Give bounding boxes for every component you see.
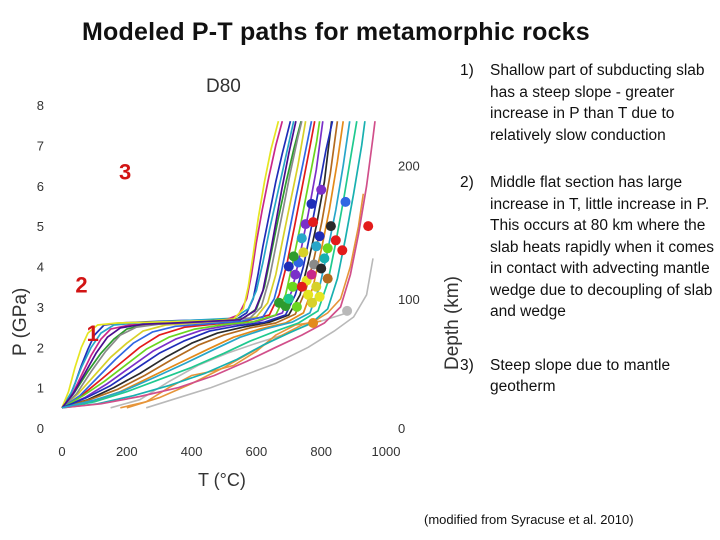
stage-label-2: 2: [75, 273, 87, 298]
y-tick-label: 3: [37, 300, 44, 315]
y2-axis-label: Depth (km): [442, 276, 463, 370]
y-tick-label: 5: [37, 219, 44, 234]
source-credit: (modified from Syracuse et al. 2010): [424, 512, 634, 527]
data-point-11: [311, 281, 322, 292]
y2-tick-label: 0: [398, 421, 405, 436]
data-point-32: [308, 318, 319, 328]
data-point-4: [290, 269, 301, 280]
note-number: 3): [460, 356, 474, 374]
y-tick-label: 6: [37, 179, 44, 194]
data-point-13: [306, 269, 317, 280]
series-line-16: [61, 121, 297, 409]
data-point-9: [303, 289, 314, 300]
note-item-3: 3) Steep slope due to mantle geotherm: [460, 355, 716, 398]
series-points: [274, 184, 374, 328]
y-axis-label: P (GPa): [10, 288, 31, 356]
data-point-29: [316, 184, 327, 195]
series-line-7: [61, 121, 333, 409]
data-point-21: [300, 219, 311, 230]
data-point-28: [306, 198, 317, 209]
y2-tick-label: 200: [398, 159, 420, 174]
data-point-31: [274, 297, 285, 308]
series-line-17: [61, 121, 366, 409]
note-item-2: 2) Middle flat section has large increas…: [460, 172, 716, 323]
series-line-9: [61, 121, 358, 409]
chart-background: [0, 60, 470, 500]
slide-title: Modeled P-T paths for metamorphic rocks: [82, 18, 590, 46]
gray-series-line-2: [145, 258, 374, 409]
x-tick-label: 0: [58, 444, 65, 459]
y-tick-label: 0: [37, 421, 44, 436]
data-point-25: [337, 245, 348, 256]
data-point-22: [308, 217, 319, 228]
y-tick-label: 4: [37, 260, 44, 275]
series-line-2: [61, 121, 295, 409]
note-item-1: 1) Shallow part of subducting slab has a…: [460, 60, 716, 146]
note-text: Middle flat section has large increase i…: [490, 174, 715, 320]
data-point-19: [314, 231, 325, 242]
x-axis-label: T (°C): [198, 470, 246, 490]
note-number: 2): [460, 174, 474, 191]
note-text: Steep slope due to mantle geotherm: [490, 356, 671, 396]
x-tick-label: 400: [181, 444, 203, 459]
series-lines: [61, 120, 376, 409]
notes-list: 1) Shallow part of subducting slab has a…: [460, 60, 716, 398]
chart-annotations: 12 3: [75, 160, 131, 347]
data-point-6: [288, 251, 299, 262]
x-tick-label: 600: [246, 444, 268, 459]
y-tick-label: 1: [37, 381, 44, 396]
y-tick-label: 8: [37, 98, 44, 113]
series-line-12: [61, 121, 313, 409]
data-point-33: [342, 305, 353, 316]
data-point-20: [296, 233, 307, 244]
y2-tick-label: 100: [398, 292, 420, 307]
data-point-15: [316, 263, 327, 274]
data-point-35: [296, 281, 307, 292]
data-point-24: [330, 235, 341, 246]
series-line-18: [61, 121, 376, 409]
data-point-23: [325, 221, 336, 232]
data-point-2: [283, 293, 294, 304]
note-text: Shallow part of subducting slab has a st…: [490, 62, 705, 144]
data-point-27: [363, 221, 374, 232]
data-point-30: [283, 261, 294, 272]
chart-title: D80: [206, 76, 241, 97]
data-point-17: [322, 243, 333, 254]
y-tick-label: 7: [37, 138, 44, 153]
x-tick-label: 200: [116, 444, 138, 459]
stage-label-1: 1: [87, 321, 99, 346]
stage-label-3: 3: [119, 160, 131, 185]
series-line-19: [61, 121, 334, 409]
note-number: 1): [460, 62, 474, 79]
data-point-16: [319, 253, 330, 264]
pt-chart: 0 200 400 600 800 1000 0 1 2 3 4 5 6 7 8 0 100 200 D80 T …: [0, 60, 470, 500]
x-tick-label: 1000: [372, 444, 401, 459]
data-point-10: [307, 297, 318, 308]
series-line-8: [61, 121, 345, 409]
data-point-3: [287, 281, 298, 292]
data-point-18: [311, 241, 322, 252]
y-tick-label: 2: [37, 340, 44, 355]
x-tick-label: 800: [310, 444, 332, 459]
data-point-36: [291, 301, 302, 312]
data-point-12: [314, 291, 325, 302]
series-line-15: [61, 120, 280, 409]
series-line-13: [61, 121, 321, 409]
data-point-7: [298, 247, 309, 258]
data-point-26: [340, 196, 351, 207]
data-point-34: [322, 273, 333, 284]
